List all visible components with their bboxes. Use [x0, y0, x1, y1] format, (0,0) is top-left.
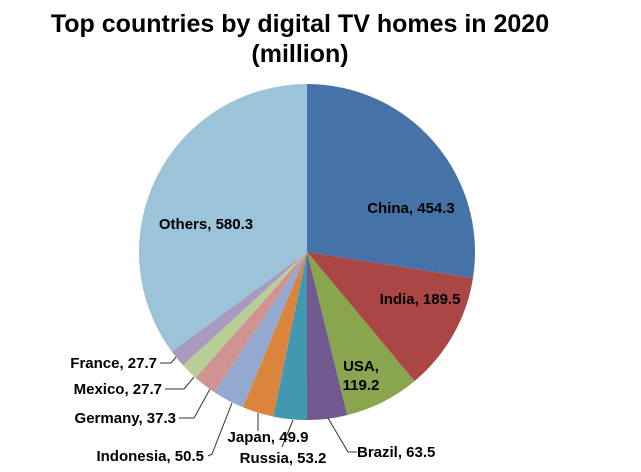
slice-indonesia — [214, 252, 307, 408]
label-india: India, 189.5 — [380, 291, 461, 308]
leader-line-germany — [179, 388, 211, 419]
slice-russia — [273, 252, 308, 420]
chart-title-line-2: (million) — [251, 40, 348, 68]
leader-lines — [160, 356, 357, 457]
slice-china — [307, 84, 475, 279]
label-china: China, 454.3 — [367, 200, 455, 217]
leader-line-france — [160, 356, 177, 364]
label-mexico: Mexico, 27.7 — [74, 381, 162, 398]
slice-india — [307, 252, 473, 382]
slice-brazil — [307, 252, 348, 420]
label-brazil: Brazil, 63.5 — [357, 444, 435, 461]
slice-france — [171, 252, 307, 366]
slice-mexico — [182, 252, 307, 378]
label-usa-line-2: 119.2 — [343, 377, 380, 394]
leader-line-brazil — [327, 417, 357, 453]
slice-labels: China, 454.3 India, 189.5 USA, 119.2 Bra… — [70, 200, 460, 467]
slice-usa — [307, 252, 415, 416]
label-others: Others, 580.3 — [159, 216, 253, 233]
label-usa-line-1: USA, — [343, 358, 379, 375]
leader-line-mexico — [165, 376, 195, 390]
slice-germany — [195, 252, 307, 393]
label-germany: Germany, 37.3 — [75, 410, 176, 427]
slice-japan — [242, 252, 307, 417]
slice-others — [138, 84, 307, 352]
label-japan: Japan, 49.9 — [228, 429, 309, 446]
label-france: France, 27.7 — [70, 355, 157, 372]
leader-line-russia — [281, 419, 294, 448]
leader-line-indonesia — [207, 402, 233, 457]
chart-title-line-1: Top countries by digital TV homes in 202… — [51, 10, 549, 38]
label-russia: Russia, 53.2 — [240, 450, 327, 467]
label-indonesia: Indonesia, 50.5 — [96, 448, 204, 465]
pie-slices — [138, 84, 475, 420]
